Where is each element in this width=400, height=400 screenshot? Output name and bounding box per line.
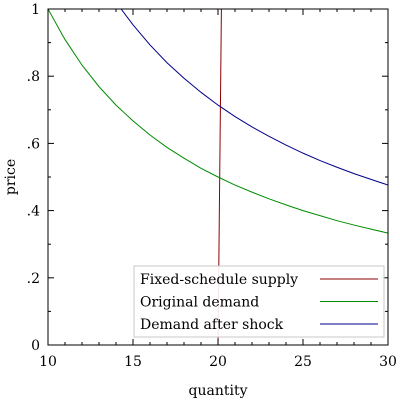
x-tick-label: 15	[124, 354, 142, 370]
x-tick-label: 30	[379, 354, 397, 370]
y-tick-label: .2	[27, 271, 40, 287]
x-tick-label: 20	[209, 354, 227, 370]
legend-label-1: Original demand	[140, 295, 259, 311]
x-axis-label: quantity	[189, 383, 248, 399]
y-tick-label: 0	[31, 338, 40, 354]
y-axis-label: price	[3, 159, 19, 195]
legend-label-2: Demand after shock	[140, 317, 284, 333]
x-tick-label: 25	[294, 354, 312, 370]
y-tick-label: 1	[31, 2, 40, 18]
legend: Fixed-schedule supply Original demand Dema…	[134, 266, 384, 337]
y-tick-label: .4	[27, 204, 40, 220]
y-tick-label: .8	[27, 69, 40, 85]
x-tick-label: 10	[39, 354, 57, 370]
y-tick-label: .6	[27, 136, 40, 152]
legend-label-0: Fixed-schedule supply	[140, 272, 298, 288]
